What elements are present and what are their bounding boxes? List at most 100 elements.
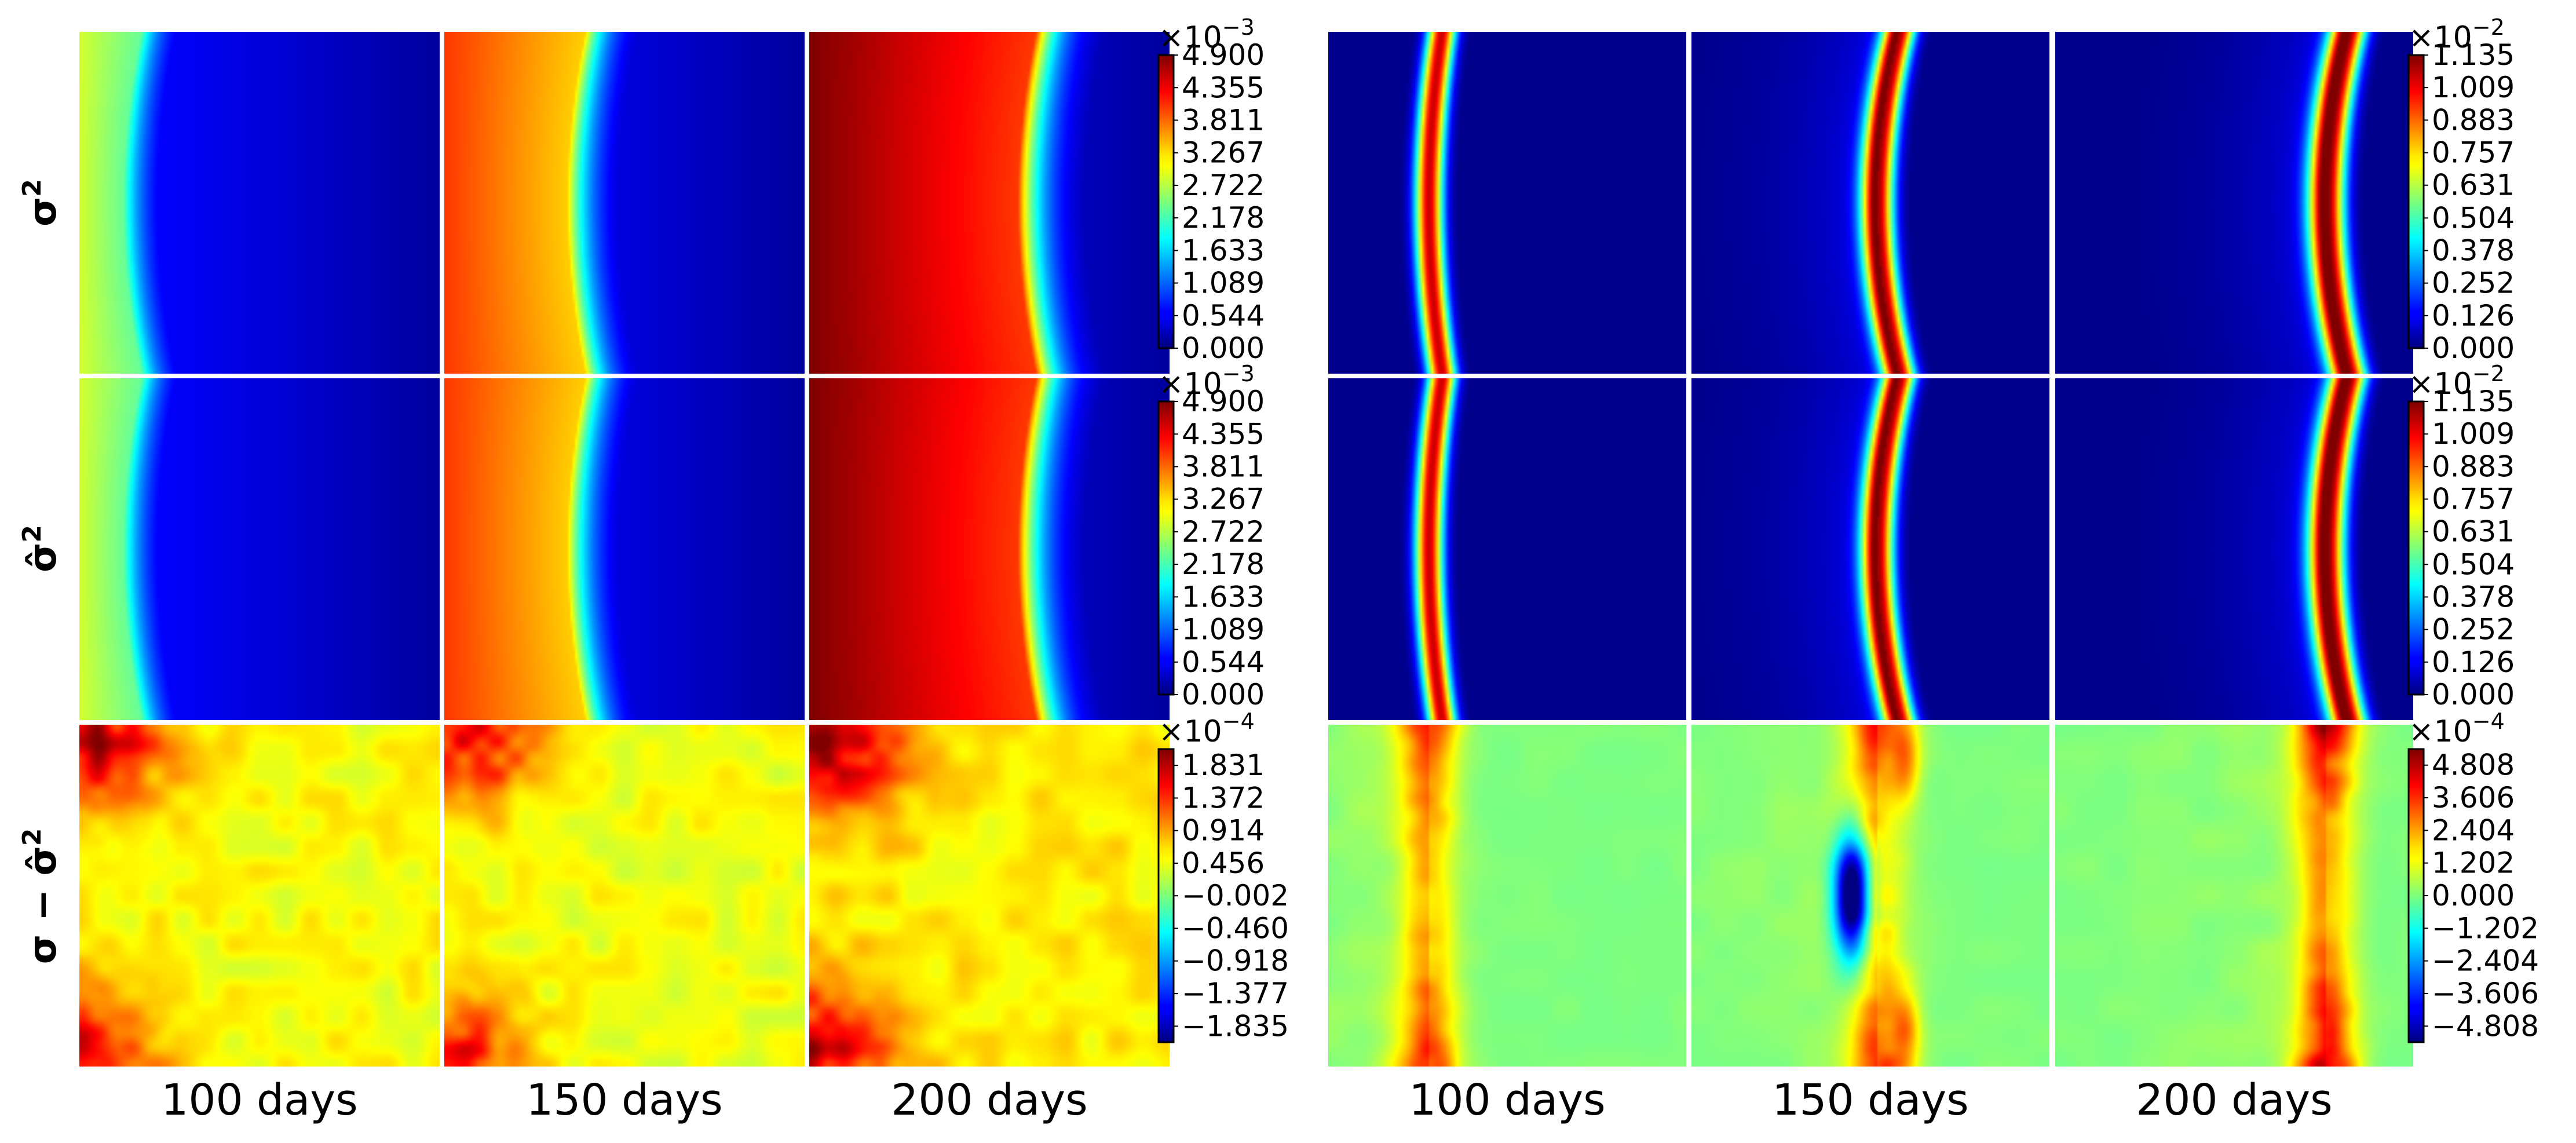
- colorbar-tick-label: 2.722: [1182, 169, 1265, 202]
- colorbar-tick-label: 0.000: [2432, 879, 2515, 912]
- colorbar-bar-g1-r1: [2407, 400, 2425, 696]
- colorbar-tick-label: 1.633: [1182, 580, 1265, 614]
- colorbar-tick-label: 0.757: [2432, 136, 2515, 170]
- colorbar-mult-exp-g0-r1: −3: [1222, 361, 1255, 386]
- colorbar-tick-label: 0.252: [2432, 266, 2515, 300]
- column-label-left-100-days: 100 days: [161, 1075, 357, 1125]
- heatmap-g0-r2-c1: [444, 725, 805, 1067]
- colorbar-tick-label: 0.544: [1182, 645, 1265, 679]
- colorbar-g0-r1: ×10−3 4.9004.3553.8113.2672.7222.1781.63…: [1157, 361, 1265, 711]
- colorbar-tick-label: 0.252: [2432, 613, 2515, 647]
- colorbar-tick-label: 1.009: [2432, 71, 2515, 104]
- colorbar-tick-label: 2.178: [1182, 201, 1265, 235]
- colorbar-tick-label: 4.900: [1182, 385, 1265, 418]
- colorbar-multiplier-g0-r0: ×10−3: [1159, 14, 1255, 55]
- heatmap-g0-r2-c2: [809, 725, 1170, 1067]
- colorbar-tick-label: 3.606: [2432, 781, 2515, 815]
- colorbar-tick-label: 0.000: [1182, 678, 1265, 711]
- colorbar-tick-label: −1.377: [1182, 977, 1289, 1010]
- row-label-sigma-hat-sup: 2: [17, 525, 47, 543]
- colorbar-tick-label: 0.504: [2432, 547, 2515, 581]
- heatmap-g1-r0-c2: [2055, 32, 2413, 374]
- row-label-sigma-hat-base: σ̂: [20, 543, 65, 572]
- colorbar-bar-g1-r2: [2407, 748, 2425, 1043]
- colorbar-tick-label: 0.883: [2432, 103, 2515, 137]
- colorbar-mult-exp-g1-r2: −4: [2472, 709, 2505, 734]
- colorbar-tick-label: 3.811: [1182, 450, 1265, 483]
- colorbar-mult-base-g0-r1: ×10: [1159, 367, 1222, 401]
- colorbar-g1-r2: ×10−4 4.8083.6062.4041.2020.000−1.202−2.…: [2407, 709, 2539, 1043]
- svg-text:σ − σ̂2: σ − σ̂2: [17, 828, 65, 965]
- colorbar-tick-label: 4.808: [2432, 748, 2515, 782]
- colorbar-multiplier-g0-r2: ×10−4: [1159, 709, 1255, 749]
- colorbar-tick-label: 1.089: [1182, 266, 1265, 300]
- panels-group-left: [79, 32, 1170, 1067]
- colorbar-g0-r2: ×10−4 1.8311.3720.9140.456−0.002−0.460−0…: [1157, 709, 1289, 1043]
- colorbar-mult-exp-g1-r1: −2: [2472, 361, 2505, 386]
- colorbar-bar-g1-r0: [2407, 54, 2425, 349]
- colorbar-ticks-g0-r1: 4.9004.3553.8113.2672.7222.1781.6331.089…: [1174, 385, 1265, 711]
- colorbar-g0-r0: ×10−3 4.9004.3553.8113.2672.7222.1781.63…: [1157, 14, 1265, 365]
- colorbar-tick-label: −3.606: [2432, 977, 2539, 1010]
- colorbar-tick-label: 3.267: [1182, 483, 1265, 516]
- colorbar-multiplier-g1-r1: ×10−2: [2409, 361, 2505, 401]
- svg-text:σ̂2: σ̂2: [17, 525, 65, 572]
- heatmap-g0-r0-c0: [79, 32, 440, 374]
- row-label-sigma-hat-squared: σ̂2: [17, 525, 65, 572]
- heatmap-g1-r1-c1: [1691, 378, 2049, 720]
- row-label-difference-sup: 2: [17, 828, 47, 846]
- colorbar-tick-label: −0.918: [1182, 944, 1289, 978]
- colorbar-tick-label: −4.808: [2432, 1009, 2539, 1043]
- colorbar-tick-label: −0.002: [1182, 879, 1289, 912]
- colorbar-tick-label: 0.378: [2432, 233, 2515, 267]
- colorbar-tick-label: 0.914: [1182, 814, 1265, 848]
- colorbar-tick-label: 1.089: [1182, 613, 1265, 647]
- colorbar-mult-exp-g1-r0: −2: [2472, 14, 2505, 40]
- colorbar-tick-label: 4.355: [1182, 417, 1265, 451]
- colorbar-mult-exp-g0-r2: −4: [1222, 709, 1255, 734]
- colorbar-g1-r1: ×10−2 1.1351.0090.8830.7570.6310.5040.37…: [2407, 361, 2515, 711]
- column-label-right-100-days: 100 days: [1409, 1075, 1605, 1125]
- colorbar-tick-label: 1.633: [1182, 233, 1265, 267]
- colorbar-multiplier-g1-r2: ×10−4: [2409, 709, 2505, 749]
- colorbar-multiplier-g1-r0: ×10−2: [2409, 14, 2505, 55]
- heatmap-g1-r1-c2: [2055, 378, 2413, 720]
- heatmap-g0-r1-c2: [809, 378, 1170, 720]
- colorbar-mult-exp-g0-r0: −3: [1222, 14, 1255, 40]
- heatmap-g1-r0-c0: [1328, 32, 1686, 374]
- heatmap-g0-r0-c1: [444, 32, 805, 374]
- colorbar-tick-label: 0.456: [1182, 846, 1265, 880]
- colorbar-ticks-g1-r2: 4.8083.6062.4041.2020.000−1.202−2.404−3.…: [2424, 748, 2539, 1043]
- heatmap-g1-r2-c1: [1691, 725, 2049, 1067]
- heatmap-g0-r0-c2: [809, 32, 1170, 374]
- row-label-difference-text: σ − σ̂: [20, 846, 65, 964]
- row-label-sigma-squared: σ2: [17, 179, 65, 227]
- colorbar-tick-label: 1.831: [1182, 748, 1265, 782]
- colorbar-tick-label: 4.355: [1182, 71, 1265, 104]
- colorbar-tick-label: 1.135: [2432, 385, 2515, 418]
- colorbar-tick-label: 1.372: [1182, 781, 1265, 815]
- colorbar-tick-label: −0.460: [1182, 911, 1289, 945]
- colorbar-tick-label: 2.404: [2432, 813, 2515, 847]
- colorbar-ticks-g0-r0: 4.9004.3553.8113.2672.7222.1781.6331.089…: [1174, 38, 1265, 365]
- colorbar-tick-label: 0.126: [2432, 645, 2515, 679]
- colorbar-tick-label: 0.504: [2432, 201, 2515, 235]
- colorbar-mult-base-g1-r0: ×10: [2409, 20, 2472, 55]
- colorbar-ticks-g0-r2: 1.8311.3720.9140.456−0.002−0.460−0.918−1…: [1174, 748, 1289, 1043]
- colorbar-multiplier-g0-r1: ×10−3: [1159, 361, 1255, 401]
- heatmap-g0-r1-c1: [444, 378, 805, 720]
- colorbar-tick-label: 1.009: [2432, 417, 2515, 451]
- colorbar-tick-label: 0.544: [1182, 299, 1265, 333]
- colorbar-tick-label: 0.126: [2432, 299, 2515, 333]
- colorbar-tick-label: 0.000: [1182, 331, 1265, 365]
- row-label-difference: σ − σ̂2: [17, 828, 65, 965]
- colorbar-ticks-g1-r1: 1.1351.0090.8830.7570.6310.5040.3780.252…: [2424, 385, 2515, 711]
- svg-text:σ2: σ2: [17, 179, 65, 227]
- heatmap-g1-r2-c0: [1328, 725, 1686, 1067]
- colorbar-tick-label: 0.631: [2432, 169, 2515, 202]
- colorbar-tick-label: 0.378: [2432, 580, 2515, 614]
- colorbar-bar-g0-r2: [1157, 748, 1175, 1043]
- row-label-sigma-sup: 2: [17, 179, 47, 197]
- column-label-left-150-days: 150 days: [526, 1075, 722, 1125]
